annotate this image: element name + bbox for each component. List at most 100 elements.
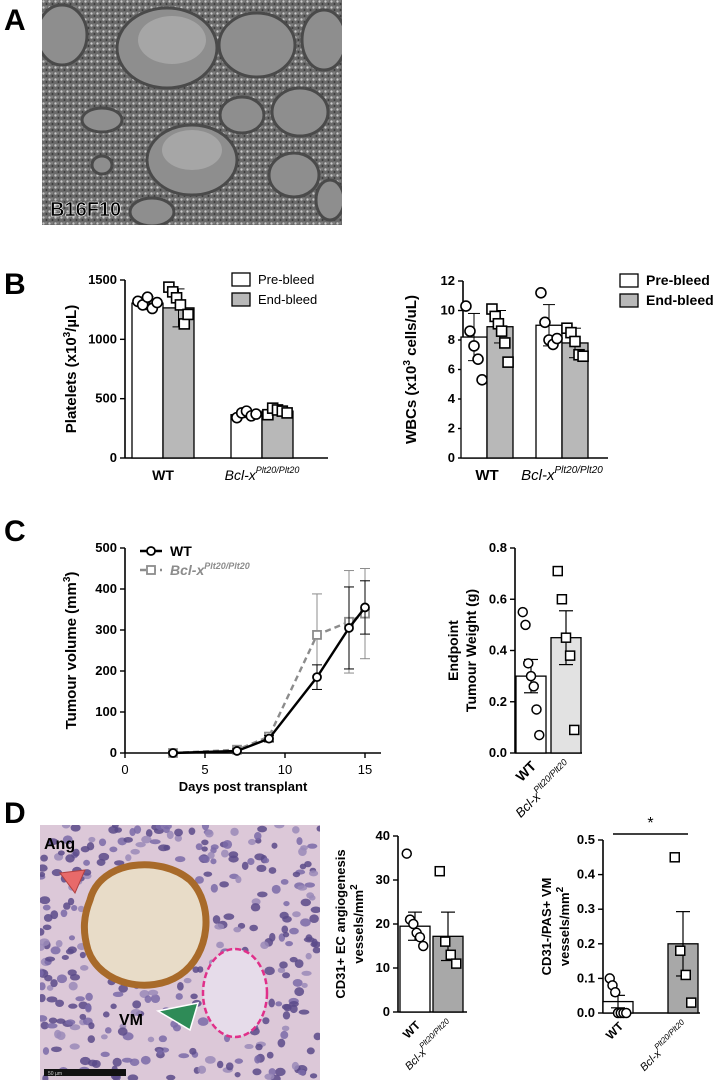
nucleus (65, 1019, 76, 1025)
nucleus (210, 858, 217, 865)
nucleus (197, 1017, 209, 1026)
nucleus (163, 844, 171, 851)
nucleus (71, 905, 78, 912)
nucleus (254, 1055, 261, 1064)
nucleus (280, 1030, 289, 1040)
nucleus (50, 979, 58, 988)
nucleus (300, 918, 311, 927)
nucleus (310, 906, 320, 914)
nucleus (254, 853, 265, 861)
nucleus (216, 1060, 224, 1069)
nuclei-pattern (40, 825, 320, 1080)
angiogenesis-point (445, 949, 456, 961)
nucleus (197, 1065, 207, 1074)
wbc-y-tick-label: 4 (448, 391, 456, 406)
nucleus (225, 1062, 234, 1071)
wbc-point (472, 353, 484, 365)
nucleus (274, 825, 285, 829)
platelets-y-label: Platelets (x103/µL) (62, 305, 80, 433)
platelets-legend-label: Pre-bleed (258, 272, 314, 287)
tumour_weight-y-tick-label: 0.6 (489, 591, 507, 606)
nucleus (55, 999, 65, 1008)
tumour_weight-point (560, 632, 572, 643)
nucleus (51, 1046, 62, 1053)
nucleus (48, 1017, 58, 1024)
nucleus (296, 837, 303, 846)
panel-label-b: B (4, 268, 26, 301)
nucleus (305, 952, 312, 960)
nucleus (216, 941, 224, 949)
micrograph-b16f10: B16F10 (42, 0, 342, 225)
nucleus (297, 885, 308, 891)
nucleus (289, 1004, 298, 1014)
nucleus (189, 1047, 197, 1055)
wbc-point (551, 332, 563, 345)
scale-bar-label: 50 µm (48, 1071, 62, 1077)
nucleus (46, 996, 58, 1003)
nucleus (125, 854, 132, 862)
nucleus (75, 996, 85, 1002)
nucleus (292, 978, 303, 987)
nucleus (271, 884, 281, 894)
nucleus (275, 1067, 286, 1077)
nucleus (257, 825, 268, 833)
chart-wbc: 0 2 4 6 8 10 12 WT Bcl-xPlt20/Plt20 WBCs (x103 ce… (402, 272, 714, 484)
nucleus (111, 825, 119, 829)
vm-point (686, 997, 697, 1008)
angiogenesis-y-tick-label: 40 (376, 828, 390, 843)
tumour_weight-y-tick-label: 0.4 (489, 643, 508, 658)
platelets-y-tick-label: 0 (110, 450, 117, 465)
tumour_volume-point (360, 602, 370, 613)
panel-label-c: C (4, 515, 26, 548)
histology-image: Ang VM 50 µm (40, 825, 320, 1080)
wbc-legend-swatch (619, 293, 639, 308)
angiogenesis-y-tick-label: 0 (383, 1004, 390, 1019)
tumour_weight-point (517, 606, 528, 618)
vm-y-tick-label: 0.0 (577, 1005, 595, 1020)
nucleus (264, 1073, 275, 1080)
angiogenesis-vessel (80, 861, 210, 989)
ang-arrow (59, 869, 86, 894)
nucleus (158, 1035, 168, 1043)
platelets-x-label: WT (152, 467, 174, 483)
nucleus (79, 951, 86, 959)
nucleus (163, 825, 172, 830)
nucleus (195, 843, 203, 851)
vm-outline (201, 947, 269, 1039)
wbc-point (476, 374, 488, 386)
scale-bar (44, 1069, 126, 1076)
nucleus (262, 1017, 270, 1025)
nucleus (268, 867, 277, 874)
angiogenesis-x-label: WT (400, 1018, 424, 1042)
nucleus (56, 1018, 66, 1024)
tumour_volume-x-tick-label: 15 (358, 762, 372, 777)
nucleus (145, 829, 153, 838)
tumour_weight-point (556, 594, 568, 605)
wbc-point (464, 325, 476, 337)
nucleus (254, 832, 262, 841)
nucleus (257, 891, 268, 898)
nucleus (309, 914, 319, 923)
nucleus (233, 926, 242, 933)
tumour_volume-y-tick-label: 0 (110, 745, 117, 760)
platelets-y-tick-label: 1000 (88, 331, 117, 346)
platelets-point (178, 318, 191, 330)
nucleus (294, 959, 304, 968)
platelets-y-tick-label: 1500 (88, 272, 117, 287)
vm-point (675, 945, 686, 956)
nucleus (42, 1047, 50, 1055)
tumour_volume-y-tick-label: 300 (95, 622, 117, 637)
nucleus (68, 1003, 78, 1009)
nucleus (121, 1057, 133, 1063)
nucleus (277, 967, 286, 974)
nucleus (147, 989, 159, 996)
nucleus (289, 927, 299, 935)
nucleus (110, 1003, 117, 1009)
vm-point (621, 1007, 632, 1019)
tumour_weight-point (523, 658, 534, 669)
nucleus (190, 993, 198, 1000)
nucleus (188, 827, 196, 835)
vm-y-label: vessels/mm2 (555, 886, 572, 966)
nucleus (56, 1031, 66, 1041)
nucleus (118, 984, 128, 993)
